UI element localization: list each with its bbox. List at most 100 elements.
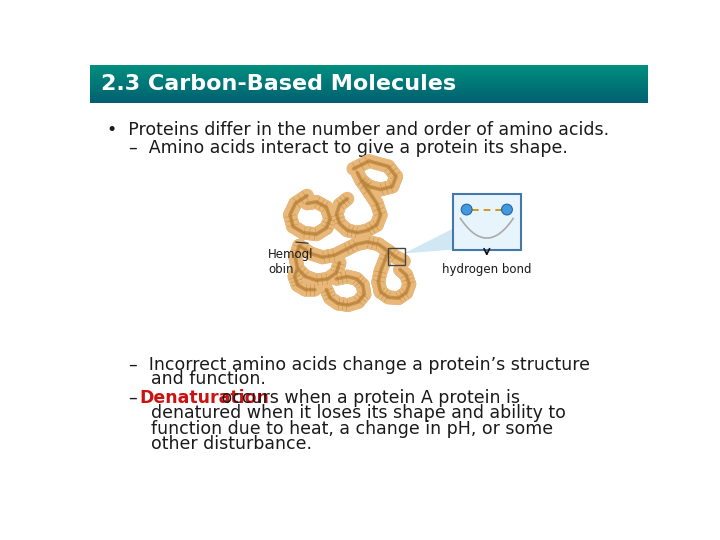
Circle shape xyxy=(392,291,407,304)
Circle shape xyxy=(368,193,382,207)
Circle shape xyxy=(309,248,323,262)
Circle shape xyxy=(291,261,305,275)
Circle shape xyxy=(345,225,359,238)
Circle shape xyxy=(356,175,370,189)
Circle shape xyxy=(365,180,379,194)
Circle shape xyxy=(397,254,411,268)
Circle shape xyxy=(356,282,370,296)
Circle shape xyxy=(288,268,302,282)
FancyBboxPatch shape xyxy=(453,194,521,249)
Circle shape xyxy=(321,272,335,286)
Circle shape xyxy=(311,195,325,210)
Circle shape xyxy=(299,269,312,284)
Circle shape xyxy=(342,224,356,238)
Circle shape xyxy=(372,237,385,251)
Circle shape xyxy=(330,272,343,286)
Circle shape xyxy=(323,210,337,224)
Circle shape xyxy=(314,250,328,264)
Circle shape xyxy=(351,166,364,179)
Circle shape xyxy=(285,203,300,217)
Circle shape xyxy=(311,226,325,240)
Circle shape xyxy=(333,217,346,231)
Circle shape xyxy=(376,158,390,172)
Circle shape xyxy=(384,246,397,260)
Circle shape xyxy=(373,269,387,283)
Circle shape xyxy=(333,198,346,212)
Circle shape xyxy=(302,245,316,259)
Circle shape xyxy=(392,291,405,305)
Circle shape xyxy=(286,220,300,233)
Bar xyxy=(90,102,648,103)
Circle shape xyxy=(343,271,357,284)
Circle shape xyxy=(355,225,369,239)
Circle shape xyxy=(332,201,346,214)
Circle shape xyxy=(295,192,309,206)
Circle shape xyxy=(382,245,397,259)
Circle shape xyxy=(372,203,386,217)
Circle shape xyxy=(361,183,375,197)
Circle shape xyxy=(368,237,382,251)
Circle shape xyxy=(393,262,407,276)
Circle shape xyxy=(354,275,367,289)
Text: 2.3 Carbon-Based Molecules: 2.3 Carbon-Based Molecules xyxy=(101,74,456,94)
Circle shape xyxy=(387,176,401,189)
Circle shape xyxy=(328,294,342,308)
Circle shape xyxy=(372,276,386,291)
Circle shape xyxy=(314,225,328,239)
Circle shape xyxy=(382,291,395,304)
Circle shape xyxy=(396,288,410,302)
Circle shape xyxy=(331,260,345,274)
Circle shape xyxy=(399,286,413,300)
Circle shape xyxy=(297,191,310,205)
Circle shape xyxy=(320,285,335,299)
Circle shape xyxy=(337,271,351,284)
Bar xyxy=(90,83,648,84)
Circle shape xyxy=(332,259,346,273)
Circle shape xyxy=(338,298,352,312)
Bar xyxy=(90,79,648,80)
Circle shape xyxy=(297,268,311,282)
Circle shape xyxy=(294,225,309,239)
Circle shape xyxy=(298,226,312,240)
Circle shape xyxy=(356,225,370,238)
Circle shape xyxy=(390,251,404,265)
Circle shape xyxy=(289,273,303,287)
Circle shape xyxy=(354,159,367,172)
Text: Denaturation: Denaturation xyxy=(140,389,269,407)
Bar xyxy=(90,68,648,69)
Circle shape xyxy=(373,238,387,252)
Circle shape xyxy=(343,224,357,238)
Circle shape xyxy=(372,182,386,196)
Bar xyxy=(90,75,648,76)
Circle shape xyxy=(300,197,314,211)
Circle shape xyxy=(318,222,332,236)
Circle shape xyxy=(366,220,379,234)
Circle shape xyxy=(400,269,413,284)
Circle shape xyxy=(327,294,341,307)
Circle shape xyxy=(284,213,298,227)
Bar xyxy=(90,80,648,81)
Circle shape xyxy=(363,222,377,236)
Bar xyxy=(90,82,648,83)
Circle shape xyxy=(402,275,415,288)
Circle shape xyxy=(351,295,365,309)
Circle shape xyxy=(389,170,403,184)
Circle shape xyxy=(373,157,387,171)
Circle shape xyxy=(380,247,395,261)
Circle shape xyxy=(352,169,366,183)
Circle shape xyxy=(322,207,336,221)
Text: –: – xyxy=(129,389,148,407)
Circle shape xyxy=(362,185,376,199)
Circle shape xyxy=(310,273,323,287)
Circle shape xyxy=(374,264,387,278)
Circle shape xyxy=(322,208,336,222)
Circle shape xyxy=(402,276,416,290)
Circle shape xyxy=(333,218,348,231)
Circle shape xyxy=(330,207,343,221)
Circle shape xyxy=(327,267,341,281)
Circle shape xyxy=(294,240,308,254)
Circle shape xyxy=(325,292,338,306)
Text: occurs when a protein A protein is: occurs when a protein A protein is xyxy=(216,389,521,407)
Circle shape xyxy=(348,272,362,286)
Circle shape xyxy=(292,239,306,253)
